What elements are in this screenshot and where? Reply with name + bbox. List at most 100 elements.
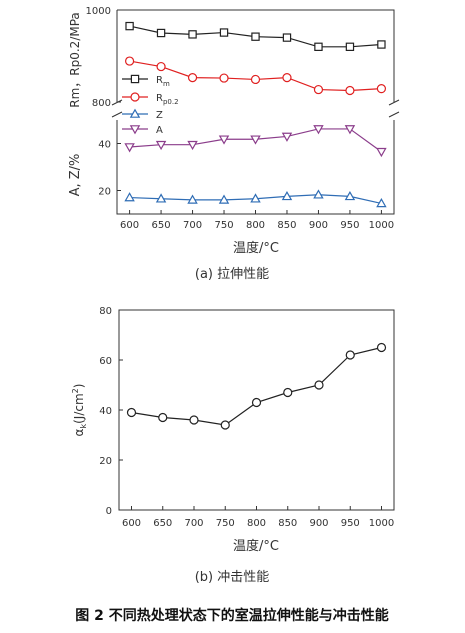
data-point — [376, 84, 387, 94]
x-tick-label: 600 — [120, 220, 139, 231]
legend-label: Rm — [156, 75, 170, 88]
x-tick-label: 750 — [216, 518, 235, 529]
x-tick-label: 650 — [152, 220, 171, 231]
data-point — [344, 190, 356, 201]
data-point — [282, 73, 292, 83]
axis-break-right — [388, 99, 400, 118]
data-point — [313, 125, 324, 135]
legend-label: Rp0.2 — [156, 93, 179, 106]
series-line — [131, 346, 382, 426]
x-tick-label: 600 — [122, 518, 141, 529]
chart-b-xlabel: 温度/°C — [233, 538, 279, 554]
chart-b-y-ticks: 0 20 40 60 80 — [99, 306, 123, 517]
legend-label-sub: p0.2 — [163, 98, 179, 106]
legend-marker — [129, 125, 141, 135]
chart-a-lower-ylabel: A, Z/% — [68, 154, 83, 197]
data-point — [314, 42, 323, 52]
x-tick-label: 700 — [184, 518, 203, 529]
chart-b-subplot-label: (b) 冲击性能 — [195, 570, 270, 585]
data-point — [220, 420, 230, 430]
series-A — [124, 125, 387, 158]
data-point — [344, 125, 356, 135]
legend-label-main: R — [156, 75, 163, 86]
axis-break-left — [111, 99, 123, 118]
series-αk — [126, 342, 387, 430]
data-point — [282, 33, 292, 42]
data-point — [281, 132, 293, 142]
chart-a-series — [124, 21, 387, 208]
chart-b-ylabel-main: α — [72, 428, 86, 436]
chart-b-ylabel-end: ) — [72, 384, 86, 389]
y-tick-label: 0 — [106, 506, 112, 517]
x-tick-label: 1000 — [369, 220, 394, 231]
data-point — [376, 198, 387, 208]
data-point — [251, 397, 262, 408]
data-point — [313, 189, 324, 199]
legend-item: A — [122, 125, 163, 136]
data-point — [156, 61, 166, 72]
y-tick-label: 80 — [99, 306, 112, 317]
x-tick-label: 850 — [278, 518, 297, 529]
data-point — [124, 192, 135, 202]
data-point — [376, 147, 387, 158]
data-point — [124, 56, 135, 66]
data-point — [155, 193, 167, 203]
series-Z — [124, 189, 387, 208]
chart-a: 600 650 700 750 800 850 900 950 1000 800 1000 20 40… — [68, 6, 400, 282]
legend-marker — [130, 74, 140, 84]
data-point — [156, 28, 166, 38]
data-point — [219, 73, 229, 83]
data-point — [345, 350, 355, 360]
data-point — [251, 32, 260, 41]
figure-caption: 图 2 不同热处理状态下的室温拉伸性能与冲击性能 — [75, 607, 389, 624]
y-tick-label: 40 — [98, 140, 111, 151]
x-tick-label: 900 — [309, 220, 328, 231]
series-Rm — [125, 21, 386, 52]
x-tick-label: 950 — [340, 220, 359, 231]
legend-label-sub: m — [163, 80, 170, 88]
data-point — [155, 140, 167, 151]
chart-b-x-ticks: 600 650 700 750 800 850 900 950 1000 — [122, 506, 394, 529]
x-tick-label: 800 — [246, 220, 265, 231]
x-tick-label: 750 — [214, 220, 233, 231]
data-point — [283, 387, 293, 398]
data-point — [377, 40, 386, 49]
data-point — [250, 135, 261, 145]
data-point — [124, 143, 135, 153]
series-Rp0.2 — [124, 56, 387, 96]
data-point — [218, 194, 230, 204]
data-point — [345, 42, 355, 52]
x-tick-label: 900 — [309, 518, 328, 529]
legend-label: Z — [156, 110, 163, 121]
x-tick-label: 950 — [341, 518, 360, 529]
y-tick-label: 60 — [99, 356, 112, 367]
chart-b-frame — [118, 309, 395, 511]
chart-a-y-ticks: 800 1000 20 40 — [86, 6, 121, 198]
chart-a-x-ticks: 600 650 700 750 800 850 900 950 1000 — [120, 210, 394, 231]
data-point — [313, 84, 324, 95]
y-tick-label: 20 — [98, 187, 111, 198]
data-point — [250, 193, 261, 203]
data-point — [125, 21, 134, 31]
legend-item: Rm — [122, 74, 170, 88]
chart-a-subplot-label: (a) 拉伸性能 — [195, 267, 269, 282]
legend-label-main: A — [156, 125, 163, 136]
legend-label-main: R — [156, 93, 163, 104]
x-tick-label: 850 — [277, 220, 296, 231]
y-tick-label: 1000 — [86, 6, 111, 17]
chart-b-ylabel: αk(J/cm2) — [71, 384, 88, 437]
legend-marker — [129, 108, 141, 118]
legend-item: Z — [122, 108, 163, 121]
legend-label-main: Z — [156, 110, 163, 121]
legend-label: A — [156, 125, 163, 136]
data-point — [188, 30, 197, 39]
data-point — [187, 73, 198, 83]
data-point — [187, 194, 198, 204]
legend-marker — [130, 92, 140, 102]
chart-b-ylabel-sup: 2 — [71, 388, 80, 393]
data-point — [219, 28, 229, 37]
chart-b-ylabel-sub: k — [79, 424, 88, 429]
